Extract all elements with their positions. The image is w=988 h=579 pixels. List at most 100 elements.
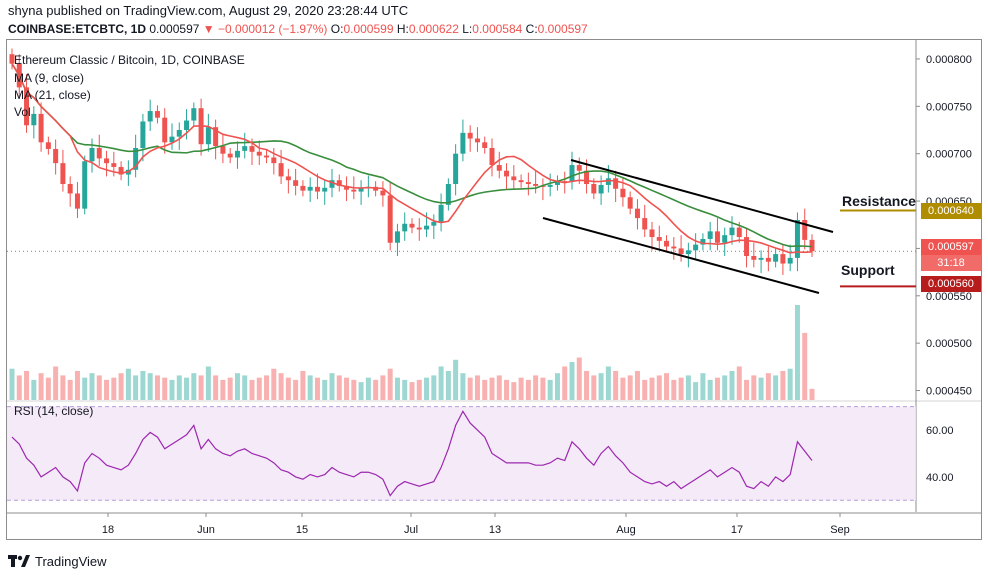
volume-bar <box>271 368 277 400</box>
candle-body <box>562 181 568 183</box>
candle-body <box>591 184 597 194</box>
candle-body <box>554 181 560 185</box>
candle-body <box>293 180 299 186</box>
last-price: 0.000597 <box>149 22 200 36</box>
candle-body <box>620 188 626 198</box>
candle-body <box>576 165 582 171</box>
volume-bar <box>547 379 553 400</box>
volume-bar <box>278 373 284 400</box>
volume-bar <box>293 379 299 400</box>
volume-bar <box>329 373 335 400</box>
volume-bar <box>82 377 88 400</box>
candle-body <box>191 108 197 121</box>
price-tick-label: 0.000500 <box>926 338 972 350</box>
support-annotation: Support <box>841 262 895 278</box>
candle-body <box>584 170 590 184</box>
volume-bar <box>802 332 808 400</box>
volume-bar <box>402 379 408 400</box>
volume-bar <box>787 368 793 400</box>
candle-body <box>467 132 473 139</box>
volume-bar <box>53 366 59 400</box>
volume-bar <box>198 375 204 400</box>
volume-bar <box>409 382 415 400</box>
ma9-line <box>11 63 813 254</box>
time-tick-label: 18 <box>102 524 114 536</box>
candle-body <box>634 208 640 219</box>
legend-volume[interactable]: Vol <box>14 105 31 119</box>
volume-bar <box>794 305 800 400</box>
candle-body <box>453 153 459 184</box>
channel-upper-line <box>570 159 834 233</box>
price-tick-label: 0.000550 <box>926 291 972 303</box>
legend-ma9[interactable]: MA (9, close) <box>14 71 85 85</box>
volume-bar <box>147 373 153 400</box>
volume-bar <box>373 379 379 400</box>
price-tick-label: 0.000800 <box>926 54 972 66</box>
candle-body <box>765 257 771 262</box>
volume-bar <box>125 368 131 400</box>
candle-body <box>736 227 742 238</box>
candle-body <box>540 185 546 187</box>
candle-body <box>627 197 633 209</box>
volume-bar <box>176 375 182 400</box>
candle-body <box>445 184 451 205</box>
rsi-line <box>11 410 813 497</box>
candle-body <box>147 111 153 122</box>
candle-body <box>242 146 248 151</box>
candle-body <box>234 150 240 158</box>
volume-bar <box>773 375 779 400</box>
candle-body <box>693 244 699 251</box>
tradingview-icon <box>8 555 30 567</box>
candle-body <box>300 185 306 191</box>
volume-bar <box>67 379 73 400</box>
candle-body <box>53 148 59 164</box>
time-tick-label: 17 <box>731 524 743 536</box>
rsi-tick-label: 40.00 <box>926 472 954 484</box>
volume-bar <box>780 370 786 400</box>
volume-bar <box>605 366 611 400</box>
volume-bar <box>213 375 219 400</box>
candle-body <box>351 189 357 192</box>
candle-body <box>729 227 735 236</box>
volume-bar <box>256 377 262 400</box>
volume-bar <box>554 373 560 400</box>
candle-body <box>82 161 88 209</box>
candle-body <box>314 186 320 192</box>
rsi-label[interactable]: RSI (14, close) <box>14 404 94 418</box>
legend-ma21[interactable]: MA (21, close) <box>14 88 91 102</box>
volume-bar <box>184 377 190 400</box>
volume-bar <box>205 366 211 400</box>
candle-body <box>24 87 30 126</box>
volume-bar <box>45 377 51 400</box>
volume-bar <box>714 377 720 400</box>
candle-body <box>569 165 575 183</box>
candle-body <box>220 146 226 154</box>
volume-bar <box>424 377 430 400</box>
candle-body <box>140 121 146 148</box>
open-label: O: <box>330 22 344 36</box>
high-label: H: <box>396 22 409 36</box>
candle-body <box>344 185 350 190</box>
candle-body <box>402 223 408 232</box>
tradingview-logo[interactable]: TradingView <box>8 553 107 569</box>
volume-bar <box>300 370 306 400</box>
volume-bar <box>242 375 248 400</box>
time-tick-label: Jul <box>404 524 418 536</box>
volume-bar <box>693 382 699 400</box>
candle-body <box>416 227 422 230</box>
volume-bar <box>758 377 764 400</box>
candle-body <box>525 182 531 184</box>
volume-bar <box>169 379 175 400</box>
volume-bar <box>322 379 328 400</box>
volume-bar <box>387 368 393 400</box>
volume-bar <box>358 382 364 400</box>
volume-bar <box>453 359 459 400</box>
candle-body <box>460 132 466 154</box>
volume-bar <box>89 373 95 400</box>
volume-bar <box>264 375 270 400</box>
volume-bar <box>664 373 670 400</box>
symbol-label[interactable]: COINBASE:ETCBTC, 1D <box>8 22 147 36</box>
current-price-tag: 0.000597 <box>921 239 981 255</box>
candle-body <box>794 220 800 258</box>
